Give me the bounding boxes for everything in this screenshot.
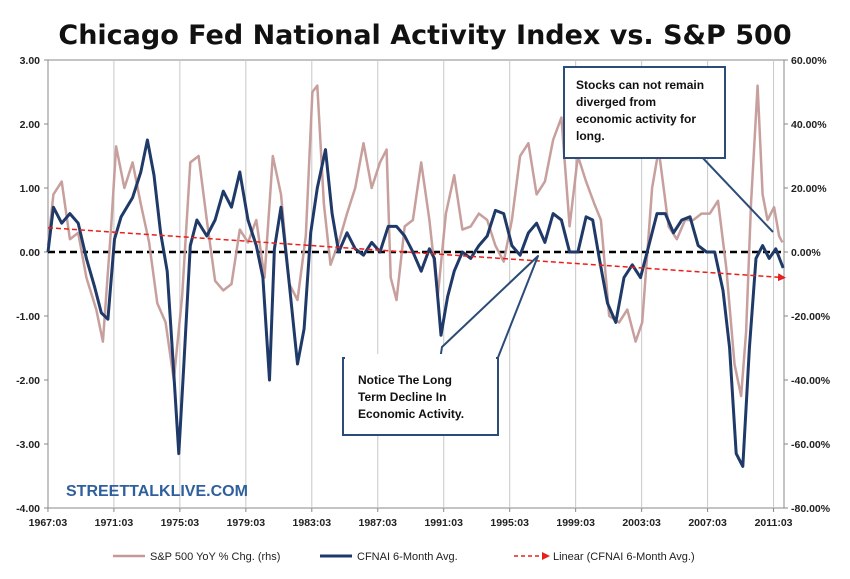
- cfnai-line: [46, 138, 785, 468]
- annotation-line: Stocks can not remain: [576, 78, 704, 92]
- x-tick-label: 1967:03: [29, 517, 68, 529]
- y-right-tick-label: 20.00%: [791, 183, 827, 195]
- x-tick-label: 1987:03: [358, 517, 397, 529]
- callout-box: [342, 357, 499, 436]
- annotation-stocks: Stocks can not remain diverged from econ…: [563, 66, 774, 233]
- y-right-tick-label: -60.00%: [791, 439, 831, 451]
- y-right-tick-label: -80.00%: [791, 503, 831, 515]
- annotation-decline: Notice The Long Term Decline In Economic…: [342, 255, 539, 436]
- annotation-line: economic activity for: [576, 112, 696, 126]
- legend-label-sp500: S&P 500 YoY % Chg. (rhs): [150, 551, 280, 563]
- x-tick-label: 1979:03: [227, 517, 266, 529]
- y-left-tick-label: 2.00: [20, 119, 41, 131]
- x-axis-ticks: 1967:03 1971:03 1975:03 1979:03 1983:03 1987:…: [29, 508, 793, 529]
- x-tick-label: 2011:03: [755, 517, 793, 529]
- series-lines: [46, 84, 786, 468]
- x-tick-label: 2007:03: [688, 517, 727, 529]
- x-tick-label: 1995:03: [490, 517, 529, 529]
- y-left-tick-label: -4.00: [16, 503, 40, 515]
- x-tick-label: 1999:03: [556, 517, 595, 529]
- y-right-tick-label: 60.00%: [791, 55, 827, 67]
- y-right-tick-label: 40.00%: [791, 119, 827, 131]
- y-left-tick-label: 0.00: [20, 247, 41, 259]
- chart-title: Chicago Fed National Activity Index vs. …: [58, 20, 791, 51]
- right-axis-ticks: 60.00% 40.00% 20.00% 0.00% -20.00% -40.00% -60…: [784, 55, 831, 515]
- legend: S&P 500 YoY % Chg. (rhs) CFNAI 6-Month A…: [113, 551, 695, 563]
- x-tick-label: 1991:03: [424, 517, 463, 529]
- x-tick-label: 1971:03: [95, 517, 134, 529]
- annotation-line: long.: [576, 129, 605, 143]
- callout-box: [563, 66, 726, 159]
- watermark: STREETTALKLIVE.COM: [66, 483, 248, 500]
- annotation-line: Term Decline In: [358, 390, 446, 404]
- x-tick-label: 2003:03: [622, 517, 661, 529]
- legend-label-cfnai: CFNAI 6-Month Avg.: [357, 551, 458, 563]
- y-left-tick-label: 3.00: [20, 55, 41, 67]
- y-left-tick-label: -3.00: [16, 439, 40, 451]
- x-tick-label: 1983:03: [293, 517, 332, 529]
- y-right-tick-label: 0.00%: [791, 247, 821, 259]
- y-left-tick-label: 1.00: [20, 183, 41, 195]
- linear-trend-line: [47, 226, 786, 282]
- y-left-tick-label: -2.00: [16, 375, 40, 387]
- y-right-tick-label: -20.00%: [791, 311, 831, 323]
- legend-label-linear: Linear (CFNAI 6-Month Avg.): [553, 551, 695, 563]
- annotation-line: Notice The Long: [358, 373, 452, 387]
- x-tick-label: 1975:03: [161, 517, 200, 529]
- annotation-line: diverged from: [576, 95, 656, 109]
- y-right-tick-label: -40.00%: [791, 375, 831, 387]
- left-axis-ticks: 3.00 2.00 1.00 0.00 -1.00 -2.00 -3.00 -4.00: [16, 55, 48, 515]
- y-left-tick-label: -1.00: [16, 311, 40, 323]
- annotation-line: Economic Activity.: [358, 407, 464, 421]
